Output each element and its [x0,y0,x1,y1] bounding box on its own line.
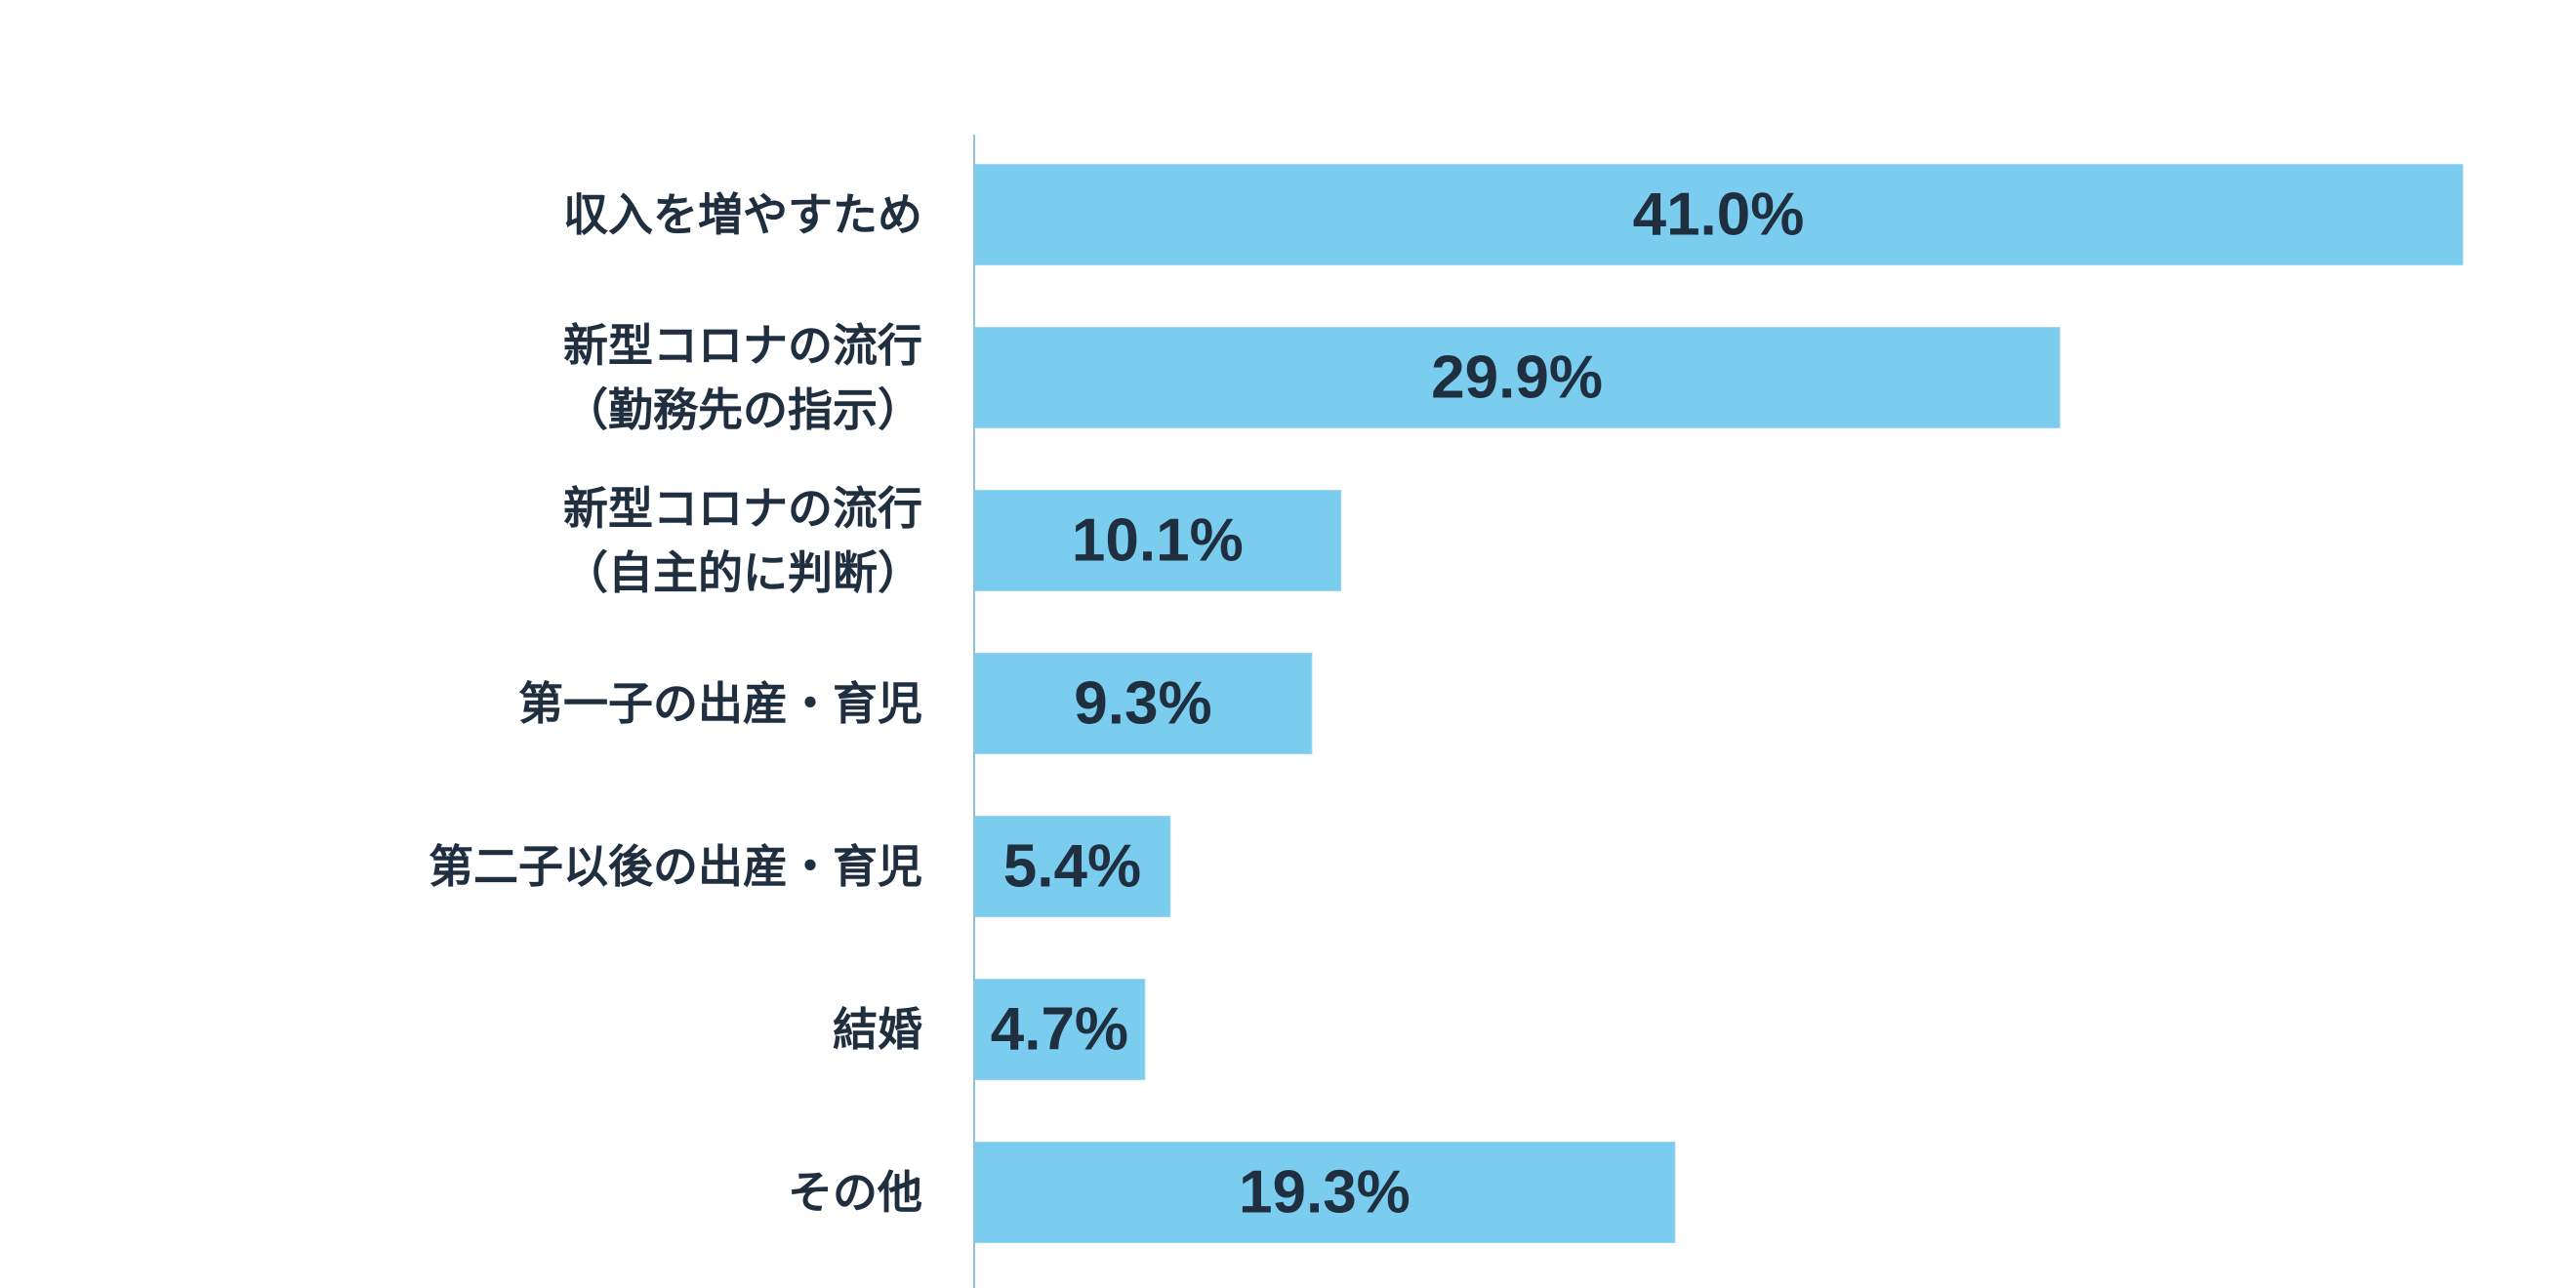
data-label: 4.7% [991,996,1128,1064]
bar [973,1142,1676,1243]
bar [973,164,2464,265]
data-label: 5.4% [1003,833,1141,901]
bar [973,490,1342,591]
data-label: 19.3% [1239,1159,1411,1227]
category-label: 第一子の出産・育児 [518,677,922,730]
data-label: 29.9% [1431,344,1603,412]
category-label: 第二子以後の出産・育児 [429,840,922,893]
category-label: （勤務先の指示） [563,383,922,436]
bars-layer: 41.0% 29.9% 10.1% 9.3% 5.4% 4.7% 19.3% [973,164,2464,1243]
category-label: （自主的に判断） [563,546,922,599]
bar [973,979,1146,1080]
category-label: 新型コロナの流行 [563,319,922,372]
category-label: 結婚 [833,1003,922,1056]
data-label: 41.0% [1633,181,1805,249]
bar [973,816,1171,917]
category-label: 新型コロナの流行 [563,482,922,535]
bar [973,327,2061,428]
bar [973,653,1313,754]
category-label: 収入を増やすため [563,188,922,241]
data-label: 9.3% [1074,670,1211,738]
data-label: 10.1% [1072,507,1244,575]
category-label: その他 [788,1166,922,1219]
